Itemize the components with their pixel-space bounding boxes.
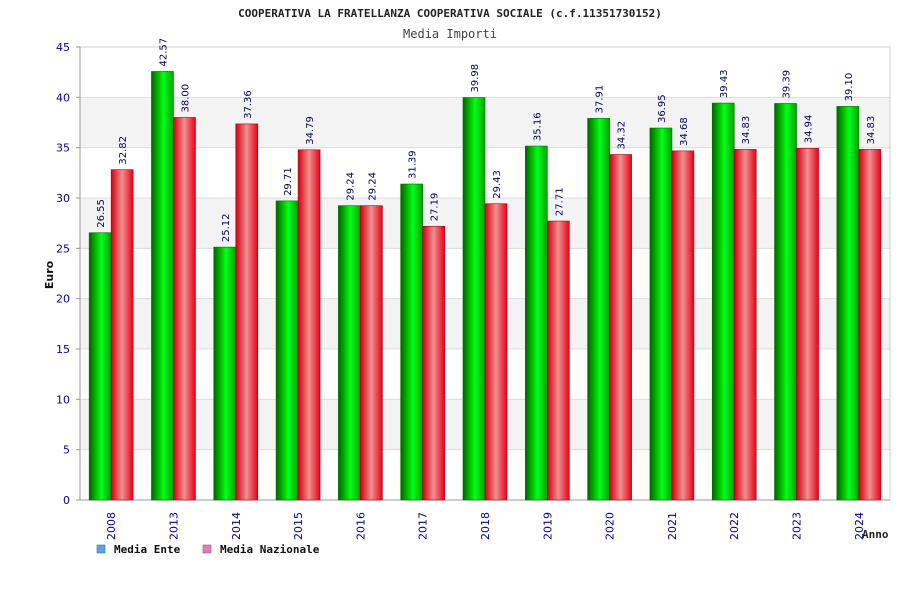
legend-swatch-nazionale bbox=[202, 544, 212, 554]
legend-swatch-ente bbox=[96, 544, 106, 554]
bar-value-label-nazionale-2016: 29.24 bbox=[367, 172, 378, 201]
y-axis-ticks: 0 5 10 15 20 25 30 35 40 45 bbox=[56, 41, 80, 507]
bar-ente-2021 bbox=[649, 127, 673, 501]
bar-value-label-ente-2021: 36.95 bbox=[657, 94, 668, 123]
bar-nazionale-2023 bbox=[796, 147, 819, 501]
bar-value-label-nazionale-2015: 34.79 bbox=[305, 116, 316, 145]
bar-nazionale-2008 bbox=[110, 169, 134, 501]
legend: Media Ente Media Nazionale bbox=[96, 543, 320, 556]
bar-ente-2020 bbox=[587, 118, 610, 501]
x-tick-label-2020: 2020 bbox=[604, 512, 617, 540]
bar-nazionale-2024 bbox=[858, 149, 882, 501]
bar-ente-2022 bbox=[711, 102, 735, 501]
bar-nazionale-2014 bbox=[235, 123, 259, 501]
x-tick-label-2019: 2019 bbox=[541, 512, 554, 540]
bar-value-label-ente-2016: 29.24 bbox=[345, 172, 356, 201]
x-tick-label-2016: 2016 bbox=[354, 512, 367, 540]
bar-nazionale-2019 bbox=[547, 220, 570, 501]
x-tick-label-2024: 2024 bbox=[853, 512, 866, 540]
bar-ente-2018 bbox=[462, 97, 486, 501]
bar-ente-2008 bbox=[88, 232, 112, 501]
bar-value-label-ente-2015: 29.71 bbox=[283, 167, 294, 196]
x-tick-label-2023: 2023 bbox=[791, 512, 804, 540]
bar-value-label-nazionale-2014: 37.36 bbox=[243, 90, 254, 119]
bar-value-label-nazionale-2017: 27.19 bbox=[430, 193, 441, 222]
x-axis-ticks: 2008 2013 2014 2015 2016 2017 2018 2019 2020 2021… bbox=[105, 512, 866, 540]
bar-nazionale-2017 bbox=[422, 225, 445, 501]
bar-value-label-ente-2017: 31.39 bbox=[408, 150, 419, 179]
bar-ente-2013 bbox=[151, 71, 174, 501]
y-tick-label: 10 bbox=[56, 393, 70, 406]
bar-value-label-ente-2022: 39.43 bbox=[719, 69, 730, 98]
bar-value-label-nazionale-2024: 34.83 bbox=[866, 116, 877, 145]
bar-value-label-ente-2018: 39.98 bbox=[470, 64, 481, 93]
bar-value-label-nazionale-2023: 34.94 bbox=[804, 115, 815, 144]
bar-ente-2017 bbox=[400, 183, 423, 501]
y-tick-label: 40 bbox=[56, 91, 70, 104]
y-tick-label: 30 bbox=[56, 192, 70, 205]
bar-ente-2014 bbox=[213, 246, 237, 501]
bar-nazionale-2016 bbox=[360, 205, 383, 501]
y-tick-label: 20 bbox=[56, 293, 70, 306]
bar-value-label-nazionale-2022: 34.83 bbox=[741, 116, 752, 145]
y-tick-label: 25 bbox=[56, 242, 70, 255]
bar-value-label-nazionale-2008: 32.82 bbox=[118, 136, 129, 165]
x-tick-label-2008: 2008 bbox=[105, 512, 118, 540]
bar-value-label-nazionale-2020: 34.32 bbox=[617, 121, 628, 150]
legend-label-nazionale: Media Nazionale bbox=[220, 543, 320, 556]
bar-value-label-ente-2014: 25.12 bbox=[221, 213, 232, 242]
legend-label-ente: Media Ente bbox=[114, 543, 181, 556]
x-tick-label-2017: 2017 bbox=[417, 512, 430, 540]
bar-ente-2016 bbox=[338, 205, 361, 501]
x-tick-label-2015: 2015 bbox=[292, 512, 305, 540]
y-tick-label: 15 bbox=[56, 343, 70, 356]
x-tick-label-2014: 2014 bbox=[230, 512, 243, 540]
y-tick-label: 0 bbox=[63, 494, 70, 507]
bar-value-label-nazionale-2019: 27.71 bbox=[554, 187, 565, 216]
y-tick-label: 35 bbox=[56, 142, 70, 155]
bar-value-label-nazionale-2013: 38.00 bbox=[180, 84, 191, 113]
bar-value-label-ente-2024: 39.10 bbox=[844, 73, 855, 102]
bar-nazionale-2022 bbox=[733, 149, 757, 501]
bar-value-label-ente-2008: 26.55 bbox=[96, 199, 107, 228]
x-tick-label-2021: 2021 bbox=[666, 512, 679, 540]
y-axis-label: Euro bbox=[43, 260, 56, 289]
bar-nazionale-2018 bbox=[484, 203, 508, 501]
bar-value-label-ente-2023: 39.39 bbox=[782, 70, 793, 99]
y-tick-label: 5 bbox=[63, 444, 70, 457]
bar-nazionale-2015 bbox=[297, 149, 321, 501]
x-tick-label-2022: 2022 bbox=[728, 512, 741, 540]
bar-value-label-nazionale-2018: 29.43 bbox=[492, 170, 503, 199]
bar-nazionale-2013 bbox=[173, 117, 196, 501]
chart-title: COOPERATIVA LA FRATELLANZA COOPERATIVA S… bbox=[238, 7, 662, 20]
bar-value-label-ente-2019: 35.16 bbox=[532, 112, 543, 141]
bar-ente-2023 bbox=[774, 103, 797, 501]
chart-subtitle: Media Importi bbox=[403, 27, 497, 41]
x-tick-label-2018: 2018 bbox=[479, 512, 492, 540]
bar-value-label-ente-2020: 37.91 bbox=[595, 85, 606, 114]
bar-ente-2024 bbox=[836, 106, 860, 501]
bar-value-label-nazionale-2021: 34.68 bbox=[679, 117, 690, 146]
x-tick-label-2013: 2013 bbox=[167, 512, 180, 540]
bar-nazionale-2021 bbox=[671, 150, 695, 501]
bar-value-labels: 26.55 32.82 42.57 38.00 25.12 37.36 29.71 34.79… bbox=[96, 38, 877, 242]
bars bbox=[88, 71, 882, 501]
bar-ente-2015 bbox=[275, 200, 299, 501]
bar-value-label-ente-2013: 42.57 bbox=[158, 38, 169, 67]
bar-ente-2019 bbox=[525, 145, 548, 501]
x-axis-label: Anno bbox=[862, 528, 889, 541]
bar-nazionale-2020 bbox=[609, 154, 632, 501]
y-tick-label: 45 bbox=[56, 41, 70, 54]
